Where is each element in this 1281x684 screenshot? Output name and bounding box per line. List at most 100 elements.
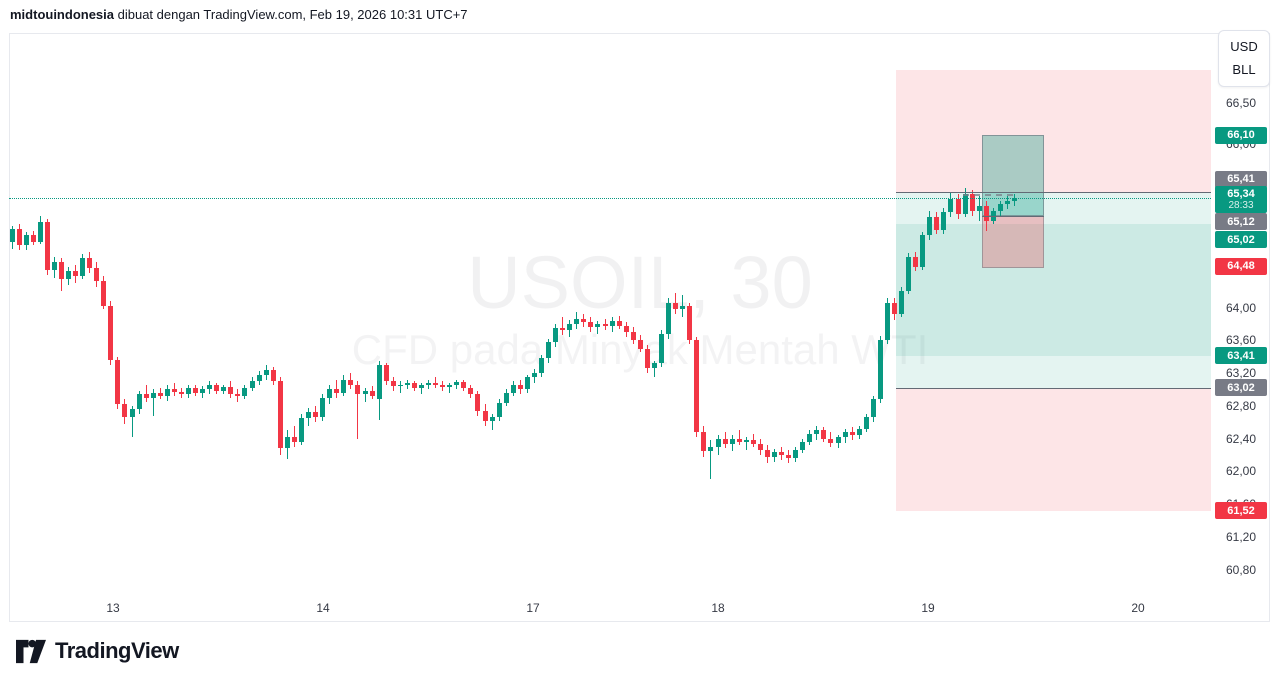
candle-body <box>306 412 312 419</box>
small-long-position-box-profit-strong-zone[interactable] <box>982 135 1044 216</box>
candle-body <box>884 303 890 341</box>
small-long-position-box-loss-strong-zone[interactable] <box>982 215 1044 269</box>
candle-body <box>962 194 968 215</box>
candle-body <box>277 381 283 449</box>
candle-body <box>235 393 241 397</box>
candle-body <box>531 373 537 378</box>
candle-body <box>376 364 382 400</box>
candle-body <box>136 394 142 410</box>
candle-wick <box>131 405 133 438</box>
candle-body <box>983 205 989 221</box>
candle-body <box>129 409 135 418</box>
candle-body <box>313 412 319 418</box>
candle-body <box>242 387 248 397</box>
candle-body <box>461 382 467 388</box>
candle-body <box>263 369 269 375</box>
candle-body <box>694 340 700 433</box>
price-tick-label: 61,20 <box>1225 530 1257 544</box>
currency-usd-button[interactable]: USD <box>1230 39 1258 54</box>
candle-body <box>80 258 86 277</box>
dashed-high-line[interactable] <box>963 193 1013 196</box>
candle-body <box>383 364 389 382</box>
candle-body <box>673 303 679 310</box>
candle-body <box>411 382 417 388</box>
candle-body <box>609 320 615 326</box>
price-tick-label: 62,00 <box>1225 464 1257 479</box>
candle-body <box>588 322 594 328</box>
price-badge: 65,02 <box>1215 231 1267 249</box>
candle-body <box>37 221 43 242</box>
candle-body <box>101 281 107 306</box>
candle-body <box>976 205 982 211</box>
candle-body <box>397 384 403 387</box>
candle-wick <box>435 377 437 388</box>
candle-body <box>489 417 495 421</box>
candle-body <box>630 332 636 341</box>
candle-body <box>496 402 502 418</box>
attribution-rest: dibuat dengan TradingView.com, Feb 19, 2… <box>114 7 468 22</box>
candle-wick <box>364 387 366 402</box>
candle-body <box>651 363 657 369</box>
chart-pane[interactable] <box>9 33 1270 622</box>
candle-body <box>510 385 516 393</box>
candle-body <box>567 323 573 331</box>
candle-body <box>58 262 64 279</box>
time-axis-label: 19 <box>921 601 935 615</box>
time-axis[interactable]: 13 14 17 18 19 20 <box>9 595 1211 622</box>
candle-body <box>736 438 742 442</box>
long-position-zone-loss-zone[interactable] <box>896 387 1211 511</box>
time-axis-label: 13 <box>106 601 120 615</box>
short-position-zone-entry-line[interactable] <box>896 192 1211 193</box>
candle-body <box>701 432 707 451</box>
candle-body <box>108 305 114 360</box>
candle-body <box>729 438 735 445</box>
candle-wick <box>152 389 154 416</box>
author-name: midtouindonesia <box>10 7 114 22</box>
candle-body <box>623 325 629 333</box>
price-axis[interactable]: 66,5066,0064,0063,6063,2062,8062,4062,00… <box>1212 33 1270 622</box>
price-tick-label: 60,80 <box>1225 562 1257 577</box>
candle-body <box>475 393 481 411</box>
candle-body <box>221 387 227 392</box>
candle-body <box>616 320 622 326</box>
short-position-zone-profit-zone[interactable] <box>896 192 1211 356</box>
price-badge-value: 63,41 <box>1227 349 1255 362</box>
price-tick-label: 64,00 <box>1225 300 1257 315</box>
candle-body <box>969 194 975 211</box>
candle-body <box>722 438 728 445</box>
candle-body <box>468 387 474 394</box>
price-badge: 61,52 <box>1215 502 1267 520</box>
current-price-badge: 65,34 28:33 <box>1215 186 1267 214</box>
candle-body <box>16 228 22 246</box>
candle-wick <box>745 437 747 451</box>
candle-body <box>65 270 71 279</box>
candle-body <box>23 235 29 246</box>
price-tick-label: 62,40 <box>1225 431 1257 446</box>
candle-body <box>553 328 559 342</box>
short-position-zone-loss-zone[interactable] <box>896 69 1211 192</box>
candle-body <box>574 319 580 324</box>
small-long-position-box-entry-line[interactable] <box>982 215 1044 217</box>
long-position-zone-profit-zone[interactable] <box>896 223 1211 388</box>
current-price-line <box>9 197 1211 199</box>
candle-body <box>440 384 446 388</box>
candle-body <box>637 340 643 349</box>
candle-body <box>595 323 601 328</box>
price-badge: 63,02 <box>1215 379 1267 397</box>
price-badge-value: 65,02 <box>1227 233 1255 246</box>
long-position-zone-entry-line[interactable] <box>896 387 1211 389</box>
candle-body <box>433 382 439 385</box>
tradingview-logo[interactable]: TradingView <box>16 638 179 664</box>
candle-body <box>771 451 777 457</box>
candle-body <box>680 305 686 310</box>
candle-body <box>863 417 869 429</box>
unit-bll-button[interactable]: BLL <box>1232 62 1256 77</box>
candle-body <box>334 389 340 393</box>
candle-wick <box>491 414 493 431</box>
candle-body <box>539 358 544 374</box>
candle-body <box>447 385 453 388</box>
candle-wick <box>597 320 599 334</box>
candle-body <box>524 377 530 390</box>
